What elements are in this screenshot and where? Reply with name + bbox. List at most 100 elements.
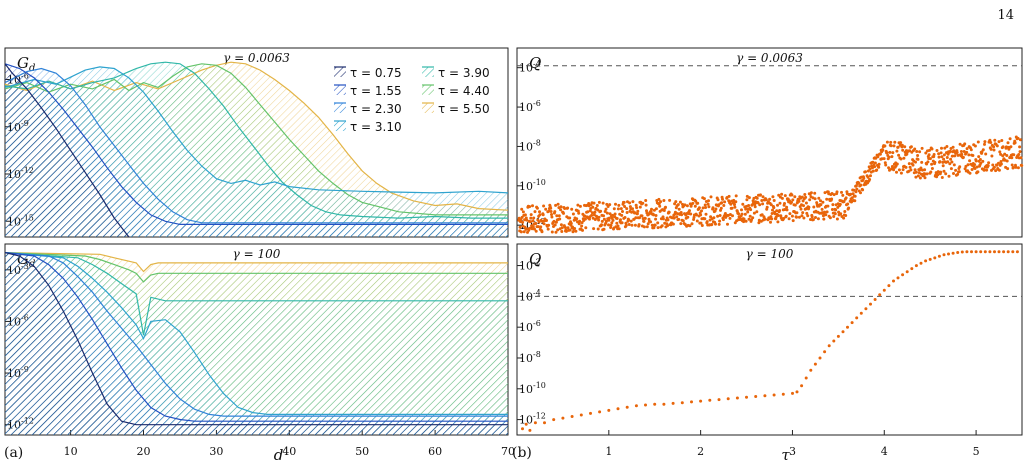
data-point: [592, 227, 596, 231]
data-point: [701, 206, 705, 210]
data-point: [895, 149, 899, 153]
data-point: [573, 227, 577, 230]
data-point: [914, 175, 918, 179]
data-point: [747, 204, 751, 207]
data-point: [635, 212, 639, 216]
legend-swatch: [334, 85, 346, 95]
data-point: [864, 170, 867, 174]
data-point: [771, 208, 774, 212]
data-point: [520, 207, 524, 211]
data-point: [993, 138, 997, 142]
legend-swatch: [334, 67, 346, 77]
data-point: [826, 204, 830, 208]
data-point: [988, 250, 992, 254]
data-point: [800, 195, 804, 199]
data-point: [937, 254, 941, 258]
data-point: [720, 201, 724, 205]
data-point: [892, 279, 895, 283]
data-point: [1016, 166, 1020, 170]
data-point: [850, 321, 854, 325]
data-point: [621, 210, 624, 213]
y-tick-label: 10-10: [519, 178, 546, 193]
data-point: [628, 201, 632, 205]
y-tick-label: 10-6: [519, 99, 541, 114]
data-point: [717, 222, 721, 226]
data-point: [782, 217, 786, 220]
data-point: [949, 157, 953, 161]
data-point: [617, 203, 621, 207]
data-point: [913, 147, 917, 151]
data-point: [533, 421, 537, 425]
data-point: [719, 206, 723, 210]
data-point: [930, 167, 934, 170]
data-point: [703, 203, 707, 207]
data-point: [610, 221, 614, 225]
data-point: [974, 250, 978, 254]
data-point: [531, 204, 534, 208]
data-point: [967, 153, 971, 157]
data-point: [1016, 136, 1020, 140]
data-point: [544, 207, 548, 211]
data-point: [837, 210, 841, 214]
data-point: [599, 209, 603, 213]
data-point: [590, 213, 594, 217]
data-point: [787, 217, 791, 221]
data-point: [697, 206, 701, 210]
series-line-tau-2.30: [5, 252, 508, 417]
data-point: [992, 145, 996, 149]
data-point: [721, 218, 725, 222]
data-point: [754, 395, 758, 398]
data-point: [764, 198, 768, 202]
data-point: [854, 190, 858, 194]
data-point: [616, 207, 620, 211]
data-point: [947, 252, 950, 256]
data-point: [625, 207, 629, 211]
data-point: [671, 401, 675, 405]
data-point: [905, 270, 909, 274]
data-point: [589, 411, 592, 415]
data-point: [992, 148, 996, 152]
data-point: [761, 202, 765, 206]
data-point: [590, 211, 594, 215]
data-point: [979, 250, 983, 254]
data-point: [928, 148, 931, 152]
data-point: [832, 215, 836, 218]
data-point: [1008, 137, 1012, 141]
data-point: [642, 219, 646, 223]
data-point: [914, 160, 917, 164]
data-point: [878, 293, 882, 297]
legend-label: τ = 3.90: [438, 66, 490, 80]
data-point: [607, 408, 611, 412]
data-point: [968, 159, 972, 163]
data-point: [602, 227, 606, 231]
data-point: [598, 410, 602, 414]
data-point: [759, 193, 762, 197]
data-point: [804, 201, 808, 205]
legend-swatch: [422, 103, 434, 113]
data-point: [969, 148, 973, 152]
data-point: [695, 219, 699, 223]
data-point: [776, 220, 780, 224]
panel-label-a: (a): [4, 445, 23, 461]
series-area-tau-0.75: [5, 63, 129, 237]
data-point: [994, 169, 998, 173]
data-point: [604, 219, 608, 223]
data-point: [951, 145, 955, 149]
data-point: [892, 168, 896, 172]
data-point: [525, 218, 529, 222]
data-point: [825, 197, 829, 201]
data-point: [897, 153, 901, 157]
data-point: [948, 162, 952, 166]
data-point: [566, 206, 570, 210]
data-point: [956, 172, 960, 176]
y-tick-label: 10-12: [519, 412, 546, 427]
data-point: [718, 219, 722, 223]
data-point: [765, 205, 769, 209]
data-point: [560, 230, 564, 233]
data-point: [992, 165, 996, 169]
data-point: [678, 200, 682, 204]
data-point: [743, 212, 747, 216]
data-point: [823, 210, 827, 214]
data-point: [596, 227, 600, 231]
